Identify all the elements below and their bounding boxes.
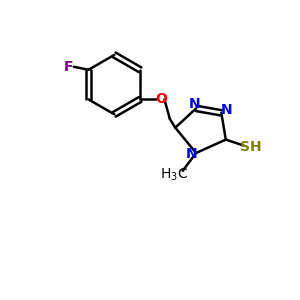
Text: N: N bbox=[189, 97, 200, 111]
Text: F: F bbox=[64, 60, 73, 74]
Text: N: N bbox=[221, 103, 232, 117]
Text: O: O bbox=[155, 92, 167, 106]
Text: H$_3$C: H$_3$C bbox=[160, 167, 188, 184]
Text: N: N bbox=[186, 148, 197, 161]
Text: SH: SH bbox=[240, 140, 262, 154]
